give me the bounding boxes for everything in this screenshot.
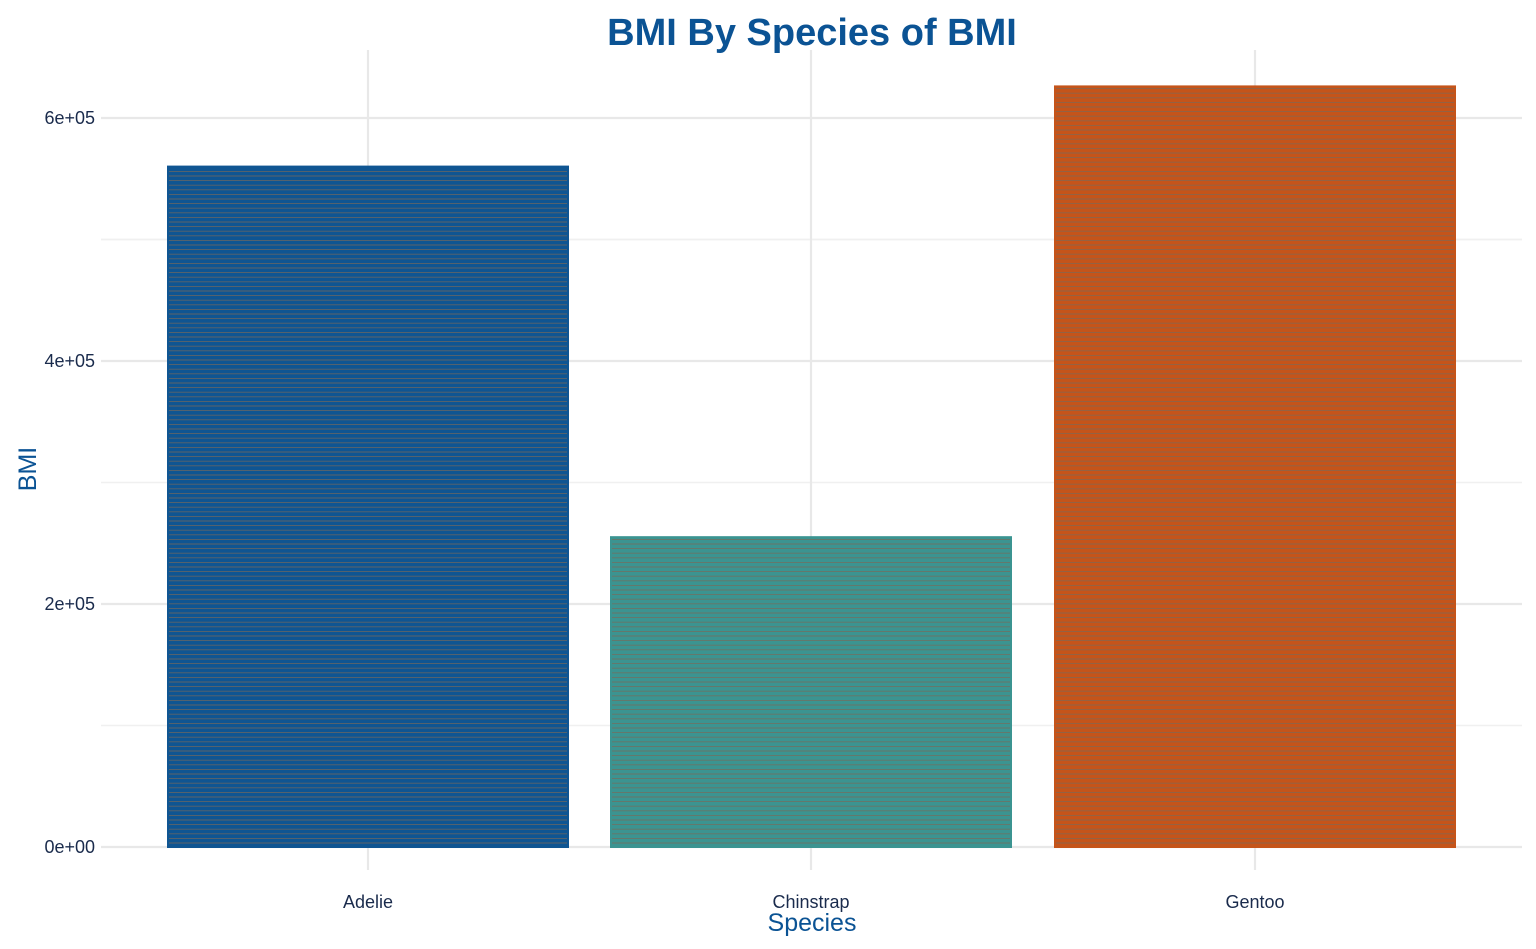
bar-adelie	[167, 165, 569, 849]
y-tick-label: 2e+05	[44, 594, 95, 614]
y-axis-title: BMI	[14, 447, 42, 491]
x-tick-label: Chinstrap	[772, 892, 849, 912]
y-tick-label: 0e+00	[44, 837, 95, 857]
y-axis-ticks: 0e+00 2e+05 4e+05 6e+05	[44, 108, 95, 857]
bars	[167, 85, 1456, 849]
chart-title: BMI By Species of BMI	[607, 12, 1017, 54]
x-axis-title: Species	[768, 909, 857, 937]
bar-stripes	[169, 170, 567, 844]
x-tick-label: Adelie	[343, 892, 393, 912]
bar-stripes	[1056, 88, 1454, 844]
y-tick-label: 6e+05	[44, 108, 95, 128]
bar-gentoo	[1054, 85, 1456, 849]
y-tick-label: 4e+05	[44, 351, 95, 371]
x-axis-ticks: Adelie Chinstrap Gentoo	[343, 892, 1285, 912]
x-tick-label: Gentoo	[1225, 892, 1284, 912]
bar-stripes	[612, 538, 1010, 844]
bar-fill	[610, 536, 1012, 848]
bar-chinstrap	[610, 536, 1012, 848]
